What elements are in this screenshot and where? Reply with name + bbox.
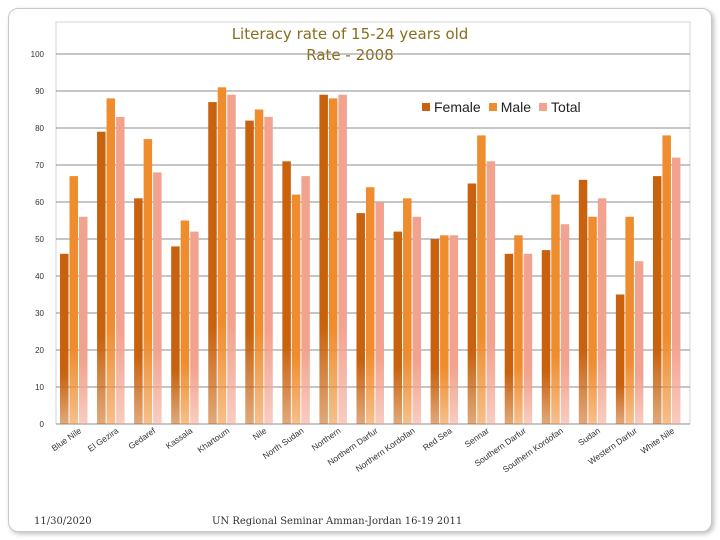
legend-swatch-total xyxy=(539,103,548,111)
y-tick-label: 10 xyxy=(35,383,44,392)
bar-total xyxy=(116,116,125,425)
y-tick-label: 100 xyxy=(31,50,45,59)
y-tick-label: 80 xyxy=(35,124,44,133)
bar-total xyxy=(301,176,310,424)
footer-event: UN Regional Seminar Amman-Jordan 16-19 2… xyxy=(212,516,463,527)
y-tick-label: 30 xyxy=(35,309,44,318)
legend-item-male: Male xyxy=(488,99,532,115)
bar-male xyxy=(477,135,486,424)
bar-male xyxy=(662,135,671,424)
bar-female xyxy=(578,179,588,424)
bar-male xyxy=(625,216,634,424)
bar-male xyxy=(588,216,597,424)
bar-female xyxy=(282,161,291,425)
y-tick-label: 40 xyxy=(35,272,44,281)
legend-label-female: Female xyxy=(434,99,481,115)
bar-total xyxy=(264,116,273,425)
legend-swatch-female xyxy=(422,103,430,111)
bar-female xyxy=(504,253,514,424)
x-tick-label: Kassala xyxy=(164,425,195,451)
y-tick-label: 0 xyxy=(40,420,45,429)
chart-subtitle: Rate - 2008 xyxy=(306,46,394,64)
y-tick-label: 20 xyxy=(35,346,44,355)
bar-female xyxy=(652,176,662,424)
bar-total xyxy=(338,94,347,424)
y-tick-label: 70 xyxy=(35,161,44,170)
bar-total xyxy=(227,94,236,424)
x-tick-label: Northern xyxy=(310,425,343,452)
legend-item-female: Female xyxy=(422,99,481,115)
bar-total xyxy=(486,161,496,425)
x-tick-label: White Nile xyxy=(639,425,677,456)
bar-male xyxy=(69,176,78,424)
footer-date: 11/30/2020 xyxy=(34,516,92,527)
bar-female xyxy=(97,131,106,424)
x-tick-label: Gedaref xyxy=(126,425,157,451)
x-tick-label: Red Sea xyxy=(421,425,454,452)
x-tick-label: Khartoum xyxy=(195,425,231,454)
bar-total xyxy=(671,157,681,424)
bar-total xyxy=(449,235,459,424)
y-tick-label: 90 xyxy=(35,87,44,96)
bar-total xyxy=(412,216,422,424)
legend-label-total: Total xyxy=(551,99,581,115)
bar-total xyxy=(523,253,533,424)
chart-title-block: Literacy rate of 15-24 years old Rate - … xyxy=(150,24,550,66)
bar-male xyxy=(291,194,301,424)
x-tick-label: Blue Nile xyxy=(50,425,84,453)
bar-female xyxy=(615,294,625,424)
bar-female xyxy=(60,253,69,424)
bar-female xyxy=(393,231,403,424)
bar-female xyxy=(245,120,254,424)
bar-total xyxy=(79,216,88,424)
bar-male xyxy=(328,98,338,425)
bar-male xyxy=(440,235,449,424)
bar-total xyxy=(597,198,607,424)
bar-total xyxy=(634,261,644,424)
legend-label-male: Male xyxy=(500,99,532,115)
legend-item-total: Total xyxy=(539,99,581,115)
bar-female xyxy=(208,102,217,424)
x-tick-label: El Gezira xyxy=(86,425,121,453)
bar-female xyxy=(541,250,551,424)
bar-male xyxy=(143,139,153,424)
bar-male xyxy=(551,194,560,424)
bar-female xyxy=(134,198,143,424)
bar-total xyxy=(190,231,199,424)
y-tick-label: 60 xyxy=(35,198,44,207)
bar-male xyxy=(106,98,116,425)
x-tick-label: Sudan xyxy=(576,425,602,447)
bar-female xyxy=(171,246,180,424)
bar-total xyxy=(375,202,384,424)
bar-total xyxy=(560,224,570,424)
bar-total xyxy=(153,172,162,424)
bar-male xyxy=(365,187,375,424)
bar-male xyxy=(217,87,227,425)
bar-female xyxy=(319,94,328,424)
bar-male xyxy=(514,235,523,424)
x-tick-label: Nile xyxy=(251,425,269,442)
bar-female xyxy=(430,239,440,424)
bar-male xyxy=(254,109,264,424)
x-tick-label: North Sudan xyxy=(261,425,306,461)
x-tick-label: Sennar xyxy=(463,425,491,449)
y-tick-label: 50 xyxy=(35,235,44,244)
legend-swatch-male xyxy=(488,103,497,111)
chart-title: Literacy rate of 15-24 years old xyxy=(231,25,469,43)
chart-legend: Female Male Total xyxy=(422,99,581,115)
bar-female xyxy=(356,213,365,424)
bar-male xyxy=(180,220,190,424)
bar-male xyxy=(403,198,412,424)
bar-female xyxy=(467,183,477,424)
